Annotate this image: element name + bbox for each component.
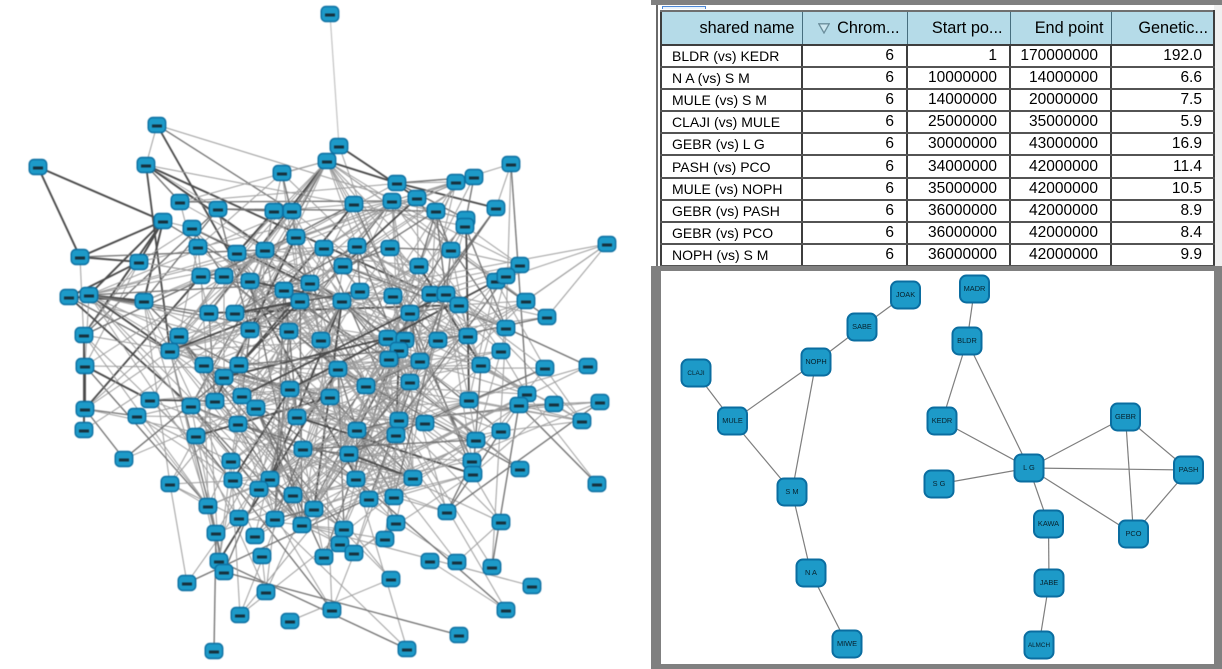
svg-text:S M: S M xyxy=(785,487,798,496)
svg-text:KAWA: KAWA xyxy=(1038,519,1059,528)
svg-text:N A: N A xyxy=(805,568,817,577)
svg-text:PASH: PASH xyxy=(1179,465,1199,474)
svg-text:SABE: SABE xyxy=(852,322,872,331)
svg-text:CLAJI: CLAJI xyxy=(687,370,704,377)
svg-text:NOPH: NOPH xyxy=(805,357,826,366)
svg-text:MIWE: MIWE xyxy=(837,639,857,648)
svg-text:MULE: MULE xyxy=(722,416,743,425)
svg-text:MADR: MADR xyxy=(964,284,986,293)
svg-text:BLDR: BLDR xyxy=(957,336,977,345)
svg-text:JOAK: JOAK xyxy=(896,290,915,299)
svg-text:ALMCH: ALMCH xyxy=(1028,642,1050,649)
svg-text:GEBR: GEBR xyxy=(1115,412,1136,421)
svg-text:JABE: JABE xyxy=(1040,578,1059,587)
svg-text:KEDR: KEDR xyxy=(932,416,953,425)
svg-text:S G: S G xyxy=(933,479,946,488)
svg-text:PCO: PCO xyxy=(1125,529,1141,538)
svg-text:L G: L G xyxy=(1023,463,1035,472)
